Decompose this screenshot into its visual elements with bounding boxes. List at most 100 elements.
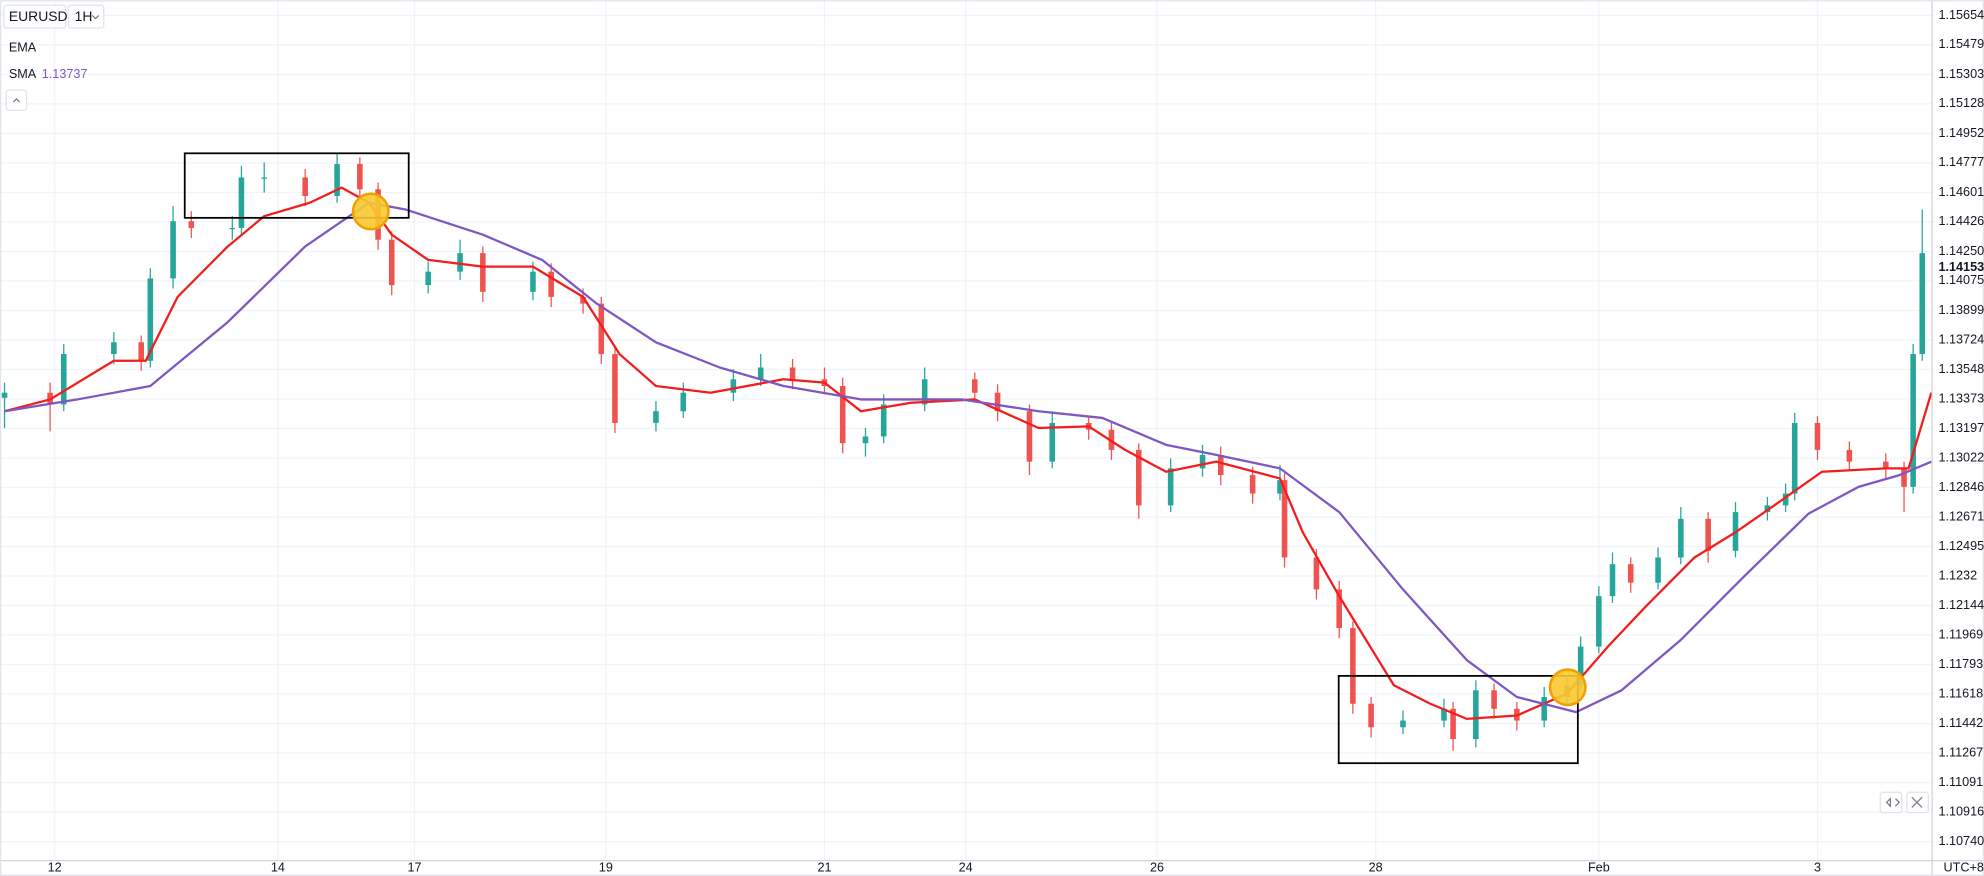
candle-body [357,164,363,190]
legend: EURUSD 1H EMA SMA 1.13737 [3,4,105,111]
crossover-marker [351,192,390,231]
x-tick-label: Feb [1588,861,1610,875]
y-tick-label: 1.13548 [1938,362,1984,376]
candle-body [921,379,928,405]
x-tick-label: 19 [599,861,613,875]
indicator-name: SMA [9,67,37,81]
candle-body [1217,454,1224,476]
y-tick-label: 1.14601 [1938,185,1984,199]
y-tick-label: 1.14952 [1938,126,1984,140]
candle-body [111,342,117,355]
candle-body [1919,253,1926,355]
candle-body [598,303,605,355]
candle-body [653,411,659,423]
candle-body [1577,646,1584,686]
y-tick-label: 1.11091 [1938,775,1983,789]
candle-body [580,296,586,304]
candle-body [1678,518,1684,558]
fullscreen-icon [1911,796,1923,808]
candle-body [1281,480,1288,558]
x-tick-label: 24 [959,861,973,875]
candle-body [1277,480,1283,494]
candle-body [457,253,463,272]
y-tick-label: 1.13022 [1938,450,1984,464]
y-tick-label: 1.11442 [1938,716,1983,730]
candle-body [1473,690,1479,740]
candle-body [1441,708,1447,721]
candle-body [1199,454,1206,469]
candle-body [1901,468,1907,487]
y-tick-label: 1.14777 [1938,155,1984,169]
candle-body [302,177,308,197]
candle-body [789,367,796,380]
y-tick-label: 1.11618 [1938,686,1983,700]
candle-body [1368,703,1374,728]
y-tick-label: 1.13197 [1938,421,1984,435]
y-tick-label: 1.13373 [1938,391,1984,405]
candle-body [612,354,618,423]
x-tick-label: 21 [817,861,831,875]
candle-body [680,392,687,412]
candle-body [1609,564,1616,597]
y-tick-label: 1.12846 [1938,480,1984,494]
annotations [183,152,1587,765]
candle-body [1627,564,1634,583]
candle-body [147,278,154,361]
candle-body [730,379,737,393]
candle-body [1791,422,1798,494]
y-tick-label: 1.13899 [1938,303,1984,317]
y-tick-label: 1.12495 [1938,539,1984,553]
candle-body [1846,449,1853,462]
timezone-box[interactable] [1934,863,1983,875]
candle-body [1764,505,1771,513]
indicator-value: 1.13737 [42,67,88,81]
candle-body [1705,518,1711,551]
y-tick-label: 1.14250 [1938,244,1984,258]
candle-body [425,271,431,286]
candle-body [880,404,887,437]
candle-body [238,177,245,228]
candle-body [1782,493,1789,506]
indicator-name: EMA [9,41,37,55]
candle-body [1,392,8,398]
highlight-box [1337,674,1579,765]
candle-body [548,271,554,297]
candle-body [188,221,195,228]
candle-body [1541,697,1547,721]
y-tick-label: 1.10740 [1938,834,1984,848]
candle-body [1135,449,1142,506]
interval-button[interactable] [67,4,105,29]
y-tick-label: 1.15128 [1938,96,1984,110]
x-tick-label: 14 [271,861,285,875]
x-tick-label: 3 [1814,861,1821,875]
candle-body [1249,475,1256,494]
candle-body [261,177,267,179]
y-tick-label: 1.15654 [1938,8,1984,22]
candle-body [138,342,144,361]
y-tick-label: 1.15303 [1938,67,1984,81]
indicator-line [4,186,1933,721]
candle-body [1167,468,1174,506]
y-tick-label: 1.15479 [1938,37,1984,51]
candle-body [1400,720,1406,728]
candle-body [1910,354,1916,487]
candle-body [839,385,846,444]
candle-body [530,271,536,292]
candle-body [480,253,486,292]
y-tick-label: 1.10916 [1938,804,1984,818]
y-tick-label: 1.11267 [1938,745,1983,759]
candle-body [972,379,978,393]
symbol-button[interactable] [3,4,67,29]
candle-body [862,436,869,444]
candle-body [1336,589,1342,629]
candle-body [994,392,1001,412]
collapse-button[interactable] [5,89,28,111]
candle-body [1313,557,1320,590]
candle-body [1596,596,1602,647]
candle-body [757,367,764,380]
highlight-box [183,152,410,219]
candle-body [1450,708,1456,740]
